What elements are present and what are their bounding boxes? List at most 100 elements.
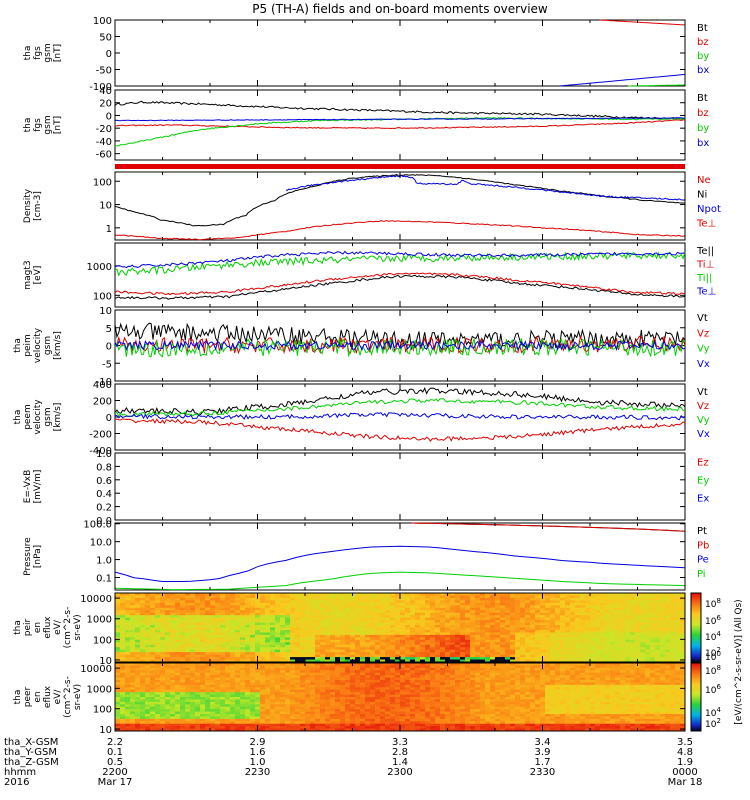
- y-tick-label: 10: [99, 306, 112, 317]
- series-line-bz: [599, 19, 685, 26]
- panel-1: tha fgs gsm [nT] 40 200 -20 -40 -60 Bt bz by bx: [23, 86, 709, 161]
- y-axis-label: tha: [13, 410, 23, 425]
- y-axis-label: (cm^2-s-: [63, 676, 73, 718]
- figure-title: P5 (TH-A) fields and on-board moments ov…: [252, 2, 548, 16]
- panel-9: tha peer en eflux eV/(cm^2-s-sr-eV)100001000…: [13, 592, 744, 736]
- y-tick-label: 0.4: [96, 489, 112, 500]
- y-tick-label: 0.2: [96, 503, 112, 514]
- y-axis-label: [nT]: [53, 44, 63, 62]
- y-tick-label: -400: [89, 446, 112, 457]
- y-tick-label: 10000: [80, 594, 112, 605]
- axis-column-value: 3.4: [535, 737, 551, 748]
- y-tick-label: 10.0: [90, 538, 112, 549]
- y-axis-label: fgs: [33, 118, 43, 132]
- colorbar-tick-label: 108: [705, 597, 721, 610]
- axis-column-value: Mar 18: [668, 777, 703, 788]
- legend-Ez: Ez: [697, 458, 709, 469]
- y-axis-label: tha: [13, 620, 23, 635]
- legend-Vx: Vx: [697, 429, 710, 440]
- series-line-Ti||: [114, 250, 686, 277]
- legend-Te||: Te||: [696, 246, 714, 257]
- legend-Bt: Bt: [697, 23, 708, 34]
- y-tick-label: 400: [93, 380, 112, 391]
- legend-Vt: Vt: [697, 387, 708, 398]
- series-line-Vt: [114, 322, 686, 351]
- axis-column-value: 1.7: [535, 757, 551, 768]
- series-line-Vx: [114, 339, 686, 352]
- y-tick-label: 1: [106, 224, 112, 235]
- colorbar-label: [eV/(cm^2-s-sr-eV)] (All Qs): [734, 599, 744, 724]
- legend-Te⊥: Te⊥: [696, 287, 716, 298]
- y-axis-label: [nT]: [53, 116, 63, 134]
- y-axis-label: peem: [23, 404, 33, 430]
- axis-column-value: 3.5: [677, 737, 693, 748]
- panel-frame: [114, 522, 686, 591]
- series-line-bz: [114, 119, 686, 130]
- series-line-Bt: [114, 100, 686, 120]
- axis-column-value: 0.1: [107, 747, 123, 758]
- series-line-Pe: [114, 545, 686, 582]
- y-axis-label: eV/: [53, 689, 63, 705]
- series-line-Vy: [114, 398, 686, 417]
- y-axis-label: gsm: [43, 336, 53, 355]
- legend-bx: bx: [697, 65, 709, 76]
- legend-Vy: Vy: [697, 415, 710, 426]
- legend-Vx: Vx: [697, 359, 710, 370]
- axis-row-label: 2016: [4, 777, 29, 788]
- panel-0: tha fgs gsm [nT] 100 50 0 -50 -100 Bt bz by bx: [23, 16, 709, 93]
- y-axis-label: peer: [23, 686, 33, 707]
- y-axis-label: sr-eV): [73, 614, 83, 640]
- series-line-Te⊥: [114, 250, 686, 269]
- y-tick-label: 100: [93, 291, 112, 302]
- axis-column-value: 3.3: [392, 737, 408, 748]
- y-axis-label: velocity: [33, 327, 43, 363]
- series-line-Pb: [411, 522, 686, 532]
- axis-column-value: 1.6: [250, 747, 266, 758]
- series-line-Ti⊥: [114, 272, 686, 296]
- axis-column-value: 2.8: [392, 747, 408, 758]
- y-axis-label: gsm: [43, 115, 53, 134]
- y-tick-label: 1000: [87, 684, 112, 695]
- y-axis-label: [km/s]: [53, 331, 63, 360]
- y-axis-label: eV/: [53, 619, 63, 635]
- colorbar: [690, 662, 702, 732]
- series-line-Te||: [114, 274, 686, 300]
- series-line-bx: [559, 74, 686, 87]
- axis-row-label: tha_Y-GSM: [4, 747, 57, 758]
- y-axis-label: velocity: [33, 399, 43, 435]
- y-tick-label: 40: [99, 86, 112, 97]
- axis-column-value: 2200: [102, 767, 127, 778]
- axis-column-value: 0000: [672, 767, 697, 778]
- panel-2: Density [cm-3] 100 10 1 Ne Ni Npot Te⊥: [23, 171, 721, 241]
- y-tick-label: 1.0: [96, 449, 112, 460]
- legend-bz: bz: [697, 108, 709, 119]
- y-tick-label: 0: [106, 111, 112, 122]
- legend-by: by: [697, 123, 709, 134]
- y-tick-label: 10000: [80, 664, 112, 675]
- colorbar-tick-label: 106: [705, 614, 721, 627]
- y-axis-label: [mV/m]: [33, 470, 43, 504]
- y-axis-label: tha: [13, 338, 23, 353]
- y-tick-label: -100: [89, 82, 112, 93]
- colorbar-tick-label: 104: [705, 630, 721, 643]
- legend-Ni: Ni: [697, 190, 707, 201]
- y-axis-label: peir: [23, 618, 33, 636]
- legend-Vz: Vz: [697, 328, 709, 339]
- axis-column-value: 3.9: [535, 747, 551, 758]
- y-tick-label: -50: [96, 66, 112, 77]
- axis-column-value: 2.2: [107, 737, 123, 748]
- y-axis-label: Pressure: [23, 537, 33, 576]
- y-tick-label: 0.0: [96, 516, 112, 527]
- y-tick-label: 100.0: [83, 520, 112, 531]
- y-tick-label: -40: [96, 137, 112, 148]
- legend-Vt: Vt: [697, 313, 708, 324]
- legend-Ex: Ex: [697, 494, 709, 505]
- legend-Npot: Npot: [697, 204, 721, 215]
- axis-column-value: 2330: [530, 767, 555, 778]
- legend-Ne: Ne: [697, 175, 711, 186]
- y-axis-label: tha: [23, 46, 33, 61]
- axis-column-value: 2300: [387, 767, 412, 778]
- y-tick-label: 0.1: [96, 573, 112, 584]
- panel-8: tha peir en eflux eV/(cm^2-s-sr-eV) 10000 1000…: [13, 592, 686, 667]
- y-tick-label: 0: [106, 49, 112, 60]
